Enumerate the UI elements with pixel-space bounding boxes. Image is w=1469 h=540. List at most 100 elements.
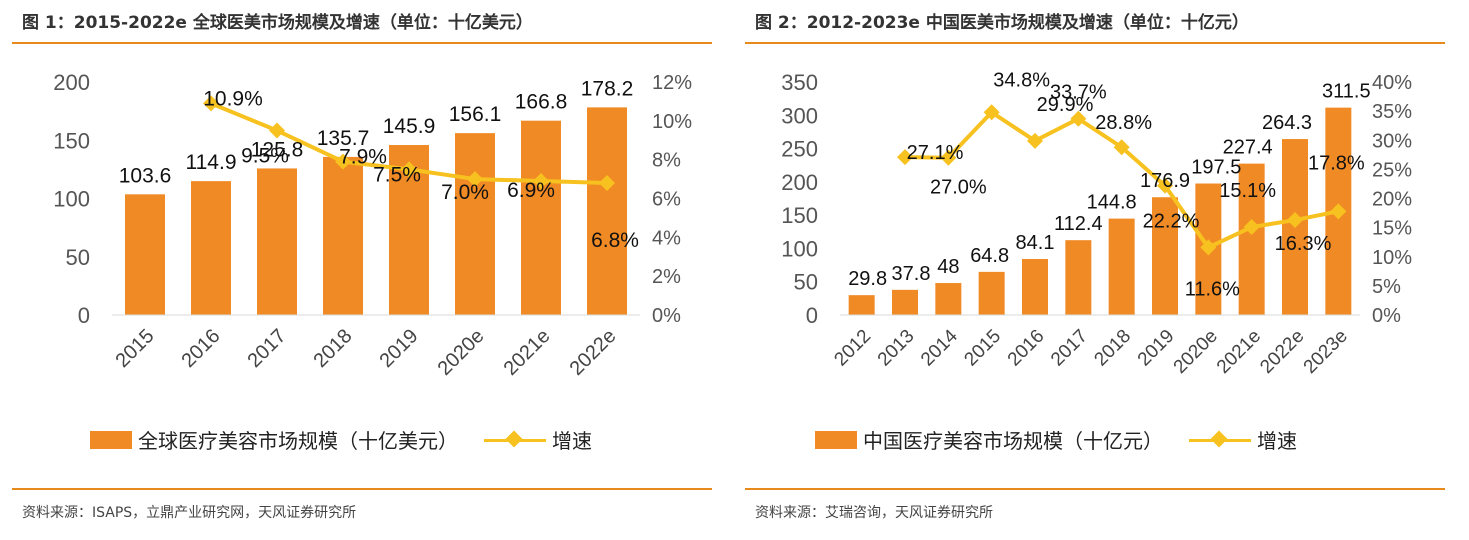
x-tick-label: 2018: [310, 325, 357, 372]
line-marker: [1287, 212, 1303, 229]
line-series: [203, 95, 615, 191]
bar: [935, 283, 962, 315]
line-marker: [983, 104, 1000, 121]
y2-tick-label: 0%: [1372, 305, 1401, 327]
line-value-label: 28.8%: [1095, 112, 1152, 134]
y2-tick-label: 30%: [1372, 130, 1412, 152]
bar: [257, 168, 297, 315]
line-value-label: 6.8%: [591, 229, 639, 252]
bar-value-label: 145.9: [383, 115, 436, 138]
bar-value-label: 156.1: [449, 103, 502, 126]
bar: [125, 194, 165, 315]
bar-value-label: 227.4: [1223, 137, 1273, 159]
x-tick-label: 2021e: [1213, 326, 1265, 378]
bar-value-label: 311.5: [1322, 81, 1371, 103]
y2-tick-label: 2%: [652, 266, 681, 288]
bar: [521, 120, 561, 315]
line-value-label: 11.6%: [1185, 278, 1240, 300]
y-tick-label: 0: [806, 303, 818, 328]
x-tick-label: 2016: [1004, 326, 1049, 371]
line-value-label: 15.1%: [1219, 180, 1276, 202]
legend-bar-swatch: [90, 430, 132, 449]
y2-tick-label: 25%: [1372, 159, 1412, 181]
line-value-label: 17.8%: [1308, 152, 1365, 174]
bar-series: [125, 107, 627, 315]
y2-tick-label: 5%: [1372, 276, 1401, 298]
chart-legend: 全球医疗美容市场规模（十亿美元） 增速: [90, 425, 592, 454]
x-tick-label: 2017: [244, 325, 291, 372]
bar-value-label: 84.1: [1016, 232, 1055, 254]
line-marker: [1027, 132, 1043, 149]
y-axis-right: 0% 2% 4% 6% 8% 10% 12%: [652, 72, 692, 327]
line-value-labels: 27.1% 27.0% 34.8% 29.9%33.7% 28.8% 22.2% 11.6%…: [907, 69, 1365, 300]
x-axis: 201220132014201520162017201820192020e202…: [830, 325, 1351, 378]
bar: [191, 181, 231, 315]
line-value-label: 27.1%: [907, 142, 964, 164]
line-value-label: 22.2%: [1143, 211, 1200, 233]
legend-line-swatch: [1189, 431, 1251, 449]
y2-tick-label: 6%: [652, 189, 681, 211]
bar: [892, 289, 918, 315]
line-value-label: 34.8%: [993, 69, 1050, 91]
y-tick-label: 200: [781, 170, 818, 195]
y2-tick-label: 20%: [1372, 189, 1412, 211]
figure-title: 图 2：2012-2023e 中国医美市场规模及增速（单位：十亿元）: [755, 13, 1249, 33]
y-tick-label: 100: [781, 236, 818, 261]
x-tick-label: 2022e: [1256, 326, 1308, 378]
bar: [587, 107, 627, 315]
y-tick-label: 50: [794, 270, 818, 295]
title-divider: [12, 42, 712, 44]
y2-tick-label: 8%: [652, 150, 681, 172]
bar-value-label: 264.3: [1262, 112, 1312, 134]
bar-value-label: 29.8: [848, 268, 887, 290]
bar: [323, 156, 363, 315]
line-marker: [1113, 139, 1130, 156]
bar-value-labels: 29.8 37.8 4864.884.1112.4144.8176.9197.522…: [848, 81, 1370, 291]
y-axis-left: 0 50 100 150 200 250 300 350: [781, 70, 818, 328]
legend-line-label: 增速: [1257, 429, 1297, 453]
y2-tick-label: 4%: [652, 227, 681, 249]
bar-value-label: 37.8: [892, 263, 931, 285]
legend-bar-label: 全球医疗美容市场规模（十亿美元）: [138, 429, 458, 453]
line-value-label: 9.5%: [241, 145, 289, 168]
y2-tick-label: 12%: [652, 72, 692, 94]
y-axis-left: 0 50 100 150 200: [53, 70, 90, 328]
x-tick-label: 2014: [917, 325, 962, 370]
bar: [978, 271, 1005, 315]
x-tick-label: 2016: [178, 325, 225, 372]
line-value-label: 10.9%: [203, 87, 263, 110]
line-value-label: 29.9%: [1037, 94, 1094, 116]
y2-tick-label: 35%: [1372, 101, 1412, 123]
line-value-label: 33.7%: [1050, 82, 1107, 104]
line-value-label: 16.3%: [1275, 233, 1332, 255]
line-marker: [940, 149, 957, 166]
bar: [455, 133, 495, 315]
y-tick-label: 200: [53, 70, 90, 95]
y-tick-label: 300: [781, 103, 818, 128]
line-marker: [1157, 177, 1173, 194]
bar-value-label: 144.8: [1087, 192, 1137, 214]
x-tick-label: 2019: [376, 325, 423, 372]
y2-tick-label: 15%: [1372, 218, 1412, 240]
bar-line-chart: 0 50 100 150 200 0% 2% 4% 6% 8% 10% 12% 2015 2016 2017…: [53, 70, 692, 380]
line-marker: [335, 153, 351, 170]
y2-tick-label: 40%: [1372, 72, 1412, 94]
legend-line-swatch: [484, 431, 546, 449]
legend-line-label: 增速: [552, 429, 592, 453]
source-note: 资料来源：艾瑞咨询，天风证券研究所: [755, 505, 993, 521]
line-marker: [401, 161, 417, 178]
title-divider: [745, 42, 1445, 44]
line-marker: [1070, 110, 1087, 127]
bar-value-label: 176.9: [1140, 170, 1190, 192]
line-marker: [467, 171, 483, 188]
line-marker: [203, 95, 219, 112]
bar-value-label: 112.4: [1054, 213, 1103, 235]
line-value-label: 6.9%: [507, 179, 555, 202]
bar-value-label: 197.5: [1191, 157, 1241, 179]
bar: [1108, 218, 1135, 315]
bar-value-label: 64.8: [970, 245, 1009, 267]
y-tick-label: 150: [53, 128, 90, 153]
line-value-label: 27.0%: [930, 177, 987, 199]
line-series: [897, 104, 1347, 256]
x-tick-label: 2022e: [566, 325, 621, 380]
